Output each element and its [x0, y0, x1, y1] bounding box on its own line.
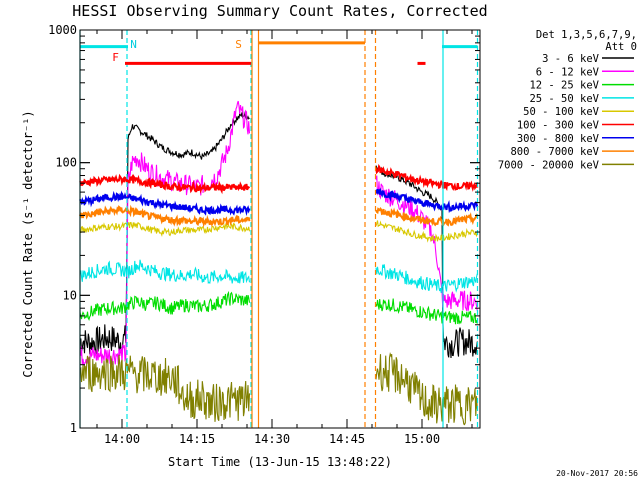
x-tick-label: 14:15 [179, 432, 215, 446]
x-tick-label: 14:00 [104, 432, 140, 446]
series-line [79, 204, 251, 228]
x-axis-label: Start Time (13-Jun-15 13:48:22) [168, 455, 392, 469]
series-group [79, 163, 479, 195]
y-tick-label: 100 [55, 156, 77, 170]
series-line [375, 298, 478, 325]
series-line [79, 190, 251, 217]
series-group [79, 187, 479, 217]
y-tick-label: 10 [63, 288, 77, 302]
series-line [79, 259, 251, 284]
series-line [375, 187, 479, 214]
y-tick-label: 1000 [48, 23, 77, 37]
legend-header: Det 1,3,5,6,7,9, [536, 29, 637, 41]
series-line [375, 220, 478, 243]
legend-entry-label: 3 - 6 keV [542, 53, 600, 65]
legend-entry-label: 6 - 12 keV [536, 66, 600, 78]
series-group [79, 100, 478, 367]
x-tick-label: 15:00 [404, 432, 440, 446]
series-line [79, 290, 251, 322]
legend-entry-label: 7000 - 20000 keV [498, 159, 600, 171]
series-line [79, 100, 251, 367]
legend-entry-label: 25 - 50 keV [529, 93, 599, 105]
x-tick-label: 14:45 [329, 432, 365, 446]
legend-entry-label: 12 - 25 keV [529, 80, 599, 92]
series-group [79, 352, 478, 426]
series-line [79, 173, 251, 195]
legend-entry-label: 300 - 800 keV [517, 133, 600, 145]
legend-entry-label: 100 - 300 keV [517, 120, 600, 132]
series-group [79, 220, 478, 243]
series-group [79, 290, 478, 325]
flag-label: N [130, 38, 137, 51]
legend-entry-label: 800 - 7000 keV [510, 146, 599, 158]
plot-frame [79, 29, 481, 429]
y-tick-label: 1 [70, 421, 77, 435]
y-axis-label: Corrected Count Rate (s⁻¹ detector⁻¹) [21, 110, 35, 377]
series-line [79, 354, 251, 422]
legend-header: Att 0 [605, 41, 637, 53]
flag-label: F [112, 51, 119, 64]
x-tick-label: 14:30 [254, 432, 290, 446]
series-line [375, 163, 479, 192]
series-line [375, 352, 478, 426]
series-line [375, 207, 479, 228]
legend-entry-label: 50 - 100 keV [523, 106, 600, 118]
chart-title: HESSI Observing Summary Count Rates, Cor… [72, 2, 487, 20]
flag-label: S [235, 38, 242, 51]
series-line [375, 165, 478, 359]
series-line [79, 110, 250, 357]
series-group [79, 204, 479, 228]
footer-date: 20-Nov-2017 20:56 [556, 469, 638, 478]
series-group [79, 259, 478, 294]
series-line [79, 221, 251, 237]
series-line [375, 264, 478, 294]
series-group [79, 110, 478, 359]
plot-area: NF S 1 10 100 1000 14:00 14:15 14:30 14:45 15:00 [48, 23, 481, 446]
